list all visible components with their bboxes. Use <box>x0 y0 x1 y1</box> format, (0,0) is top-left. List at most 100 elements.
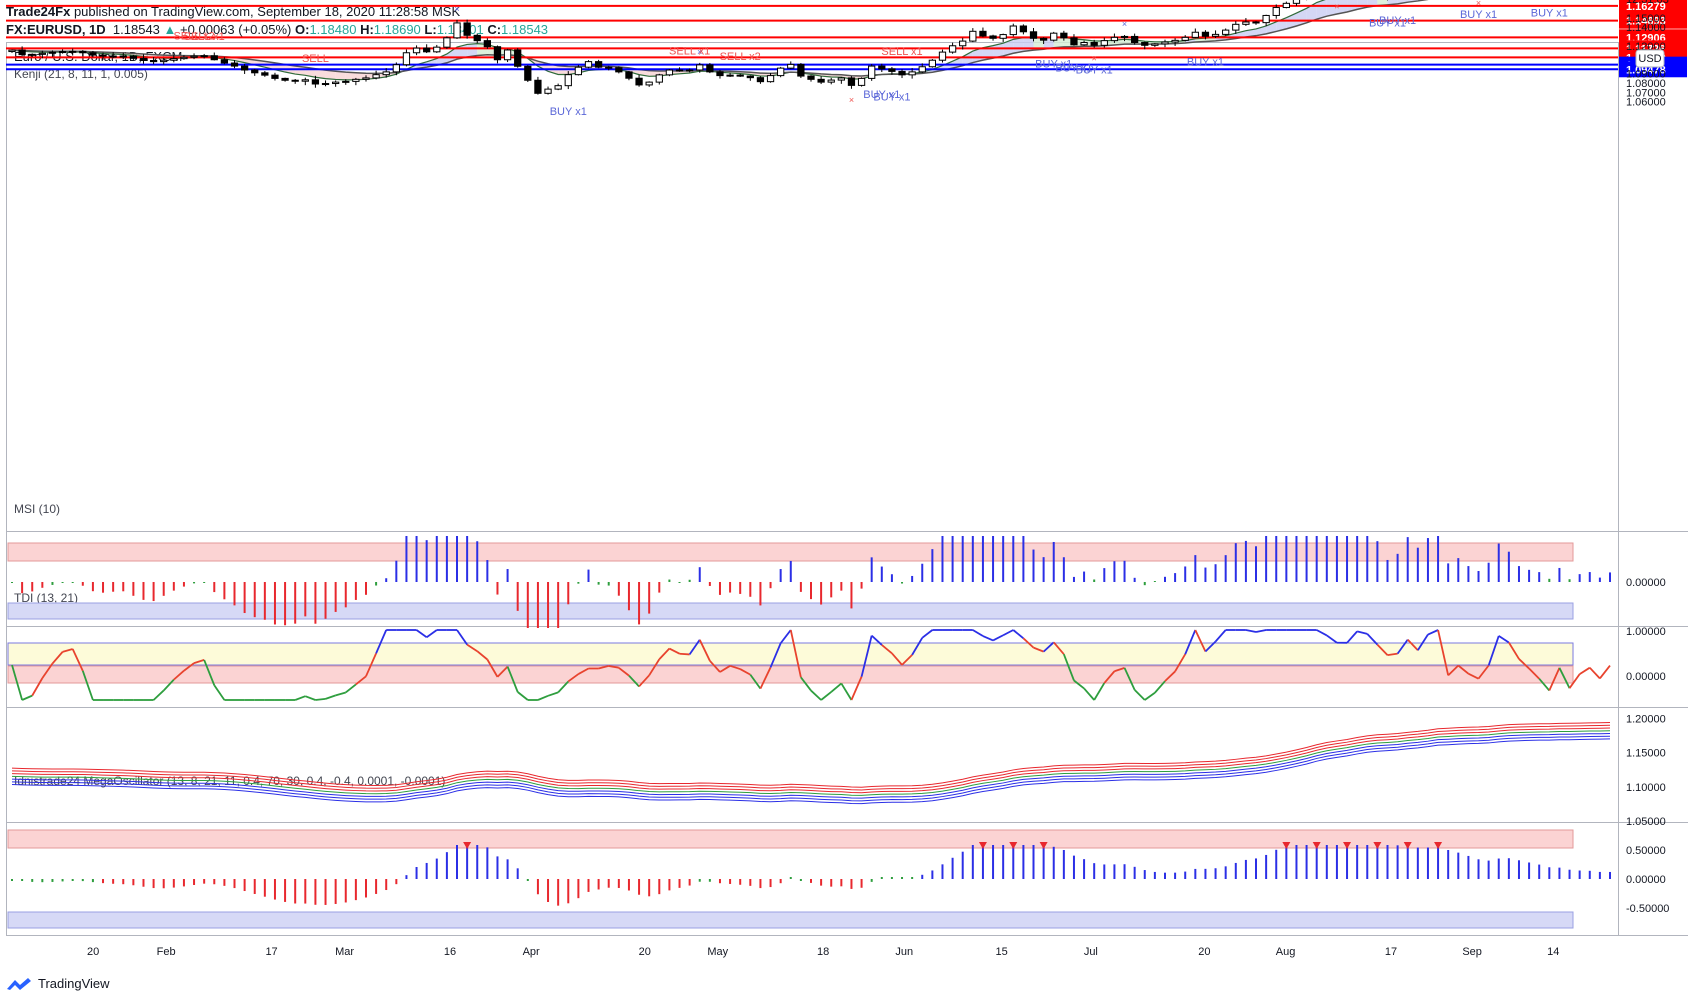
kenji-cloud-segment <box>517 52 528 59</box>
mega-sell-triangle-icon <box>1403 842 1412 849</box>
kenji-cloud-segment <box>1225 33 1236 40</box>
resistance-level-3-tag <box>1619 12 1687 29</box>
tdi-line-segment <box>345 683 357 694</box>
tdi-line-segment <box>1316 629 1328 637</box>
kenji-cloud-segment <box>902 73 913 75</box>
tdi-line-segment <box>1387 652 1398 657</box>
symbol: FX:EURUSD, 1D <box>6 22 106 37</box>
chart-frame <box>6 42 1619 936</box>
tdi-line-segment <box>698 639 711 662</box>
kenji-cloud-segment <box>1053 37 1064 48</box>
resistance-level-4-tag-text: 1.12906 <box>1626 32 1666 44</box>
time-tick-label: Mar <box>335 946 354 958</box>
kenji-cloud-segment <box>719 70 731 73</box>
tdi-line-segment <box>1568 673 1581 689</box>
candle-body <box>291 79 299 82</box>
kenji-cloud-segment <box>699 70 710 72</box>
tdi-line-segment <box>1144 692 1156 701</box>
kenji-cloud-segment <box>679 70 690 74</box>
candle-body <box>635 77 643 86</box>
sell-signal-label: SELL x2 <box>720 51 761 63</box>
tdi-line-segment <box>719 665 731 673</box>
kenji-cloud-segment <box>285 64 296 75</box>
kenji-cloud-segment <box>183 55 195 59</box>
close-label: C: <box>487 22 502 37</box>
candle-body <box>1131 35 1139 43</box>
kenji-cloud-segment <box>891 73 903 75</box>
kenji-cloud-segment <box>851 75 862 80</box>
tdi-line-segment <box>496 665 509 678</box>
candle-body <box>1292 0 1301 4</box>
tdi-line-segment <box>1579 666 1591 675</box>
tdi-line-segment <box>1073 679 1085 690</box>
tdi-line-segment <box>1012 629 1024 639</box>
kenji-cloud-segment <box>1286 13 1297 29</box>
candle-body <box>503 49 512 61</box>
tdi-line-segment <box>1154 680 1166 694</box>
kenji-cloud-segment <box>952 56 963 69</box>
kenji-cloud-segment <box>770 72 781 76</box>
kenji-cloud-segment <box>730 71 741 74</box>
tdi-line-segment <box>81 670 94 701</box>
kenji-cloud-segment <box>1033 37 1044 51</box>
tdi-line-segment <box>1447 664 1459 676</box>
candle-body <box>847 77 856 86</box>
candle-body <box>1222 29 1230 35</box>
tdi-line-segment <box>62 648 73 653</box>
tdi-line-segment <box>375 629 388 654</box>
kenji-cloud-segment <box>1266 21 1277 34</box>
time-tick-label: 16 <box>444 946 456 958</box>
candle-body <box>1262 14 1270 24</box>
kenji-cloud-segment <box>264 61 275 70</box>
msi-overbought-zone <box>7 542 1574 562</box>
price-tick-label: 1.15000 <box>1626 13 1666 25</box>
kenji-cloud-segment <box>467 43 478 57</box>
kenji-cloud-segment <box>1124 39 1135 45</box>
kenji-cloud-segment <box>527 57 538 67</box>
kenji-cloud-segment <box>912 72 923 75</box>
candle-body <box>392 64 400 73</box>
tdi-line-segment <box>911 637 924 656</box>
publish-info: Trade24Fx published on TradingView.com, … <box>6 4 460 19</box>
candle-body <box>868 65 876 79</box>
tdi-line-segment <box>213 684 226 701</box>
candle-body <box>645 81 653 86</box>
mega-sell-triangle-icon <box>463 842 472 849</box>
trough-marker: × <box>1476 0 1481 8</box>
kenji-cloud-segment <box>800 72 811 75</box>
time-tick-label: 14 <box>1547 946 1559 958</box>
tdi-line-segment <box>1063 653 1075 681</box>
tdi-line-segment <box>1538 678 1551 692</box>
peak-marker: × <box>1122 19 1127 29</box>
support-level-1-tag-text: 1.09478 <box>1626 64 1666 76</box>
tdi-line-segment <box>193 659 205 664</box>
candle-body <box>514 49 522 67</box>
kenji-cloud-segment <box>305 67 316 78</box>
price-tick-label: 1.12000 <box>1626 41 1666 53</box>
candle-body <box>1080 41 1088 46</box>
kenji-cloud-segment <box>214 56 225 59</box>
open-value: 1.18480 <box>309 22 357 37</box>
tdi-line-segment <box>21 694 33 701</box>
tdi-line-segment <box>506 666 519 693</box>
tdi-line-segment <box>598 665 609 670</box>
tdi-line-segment <box>1033 646 1044 653</box>
candle-body <box>524 65 532 81</box>
mega-sell-triangle-icon <box>1312 842 1321 849</box>
kenji-cloud-segment <box>274 62 286 73</box>
sell-signal-label: SELL x1 <box>881 46 922 58</box>
kenji-cloud-segment <box>588 66 599 71</box>
kenji-cloud-segment <box>740 71 751 75</box>
candle-body <box>574 66 583 76</box>
candle-body <box>756 77 765 83</box>
candle-body <box>918 66 926 73</box>
trough-marker: × <box>1334 2 1339 12</box>
tdi-line-segment <box>486 659 499 678</box>
tdi-line-segment <box>608 665 619 669</box>
tdi-line-segment <box>840 682 853 701</box>
kenji-cloud-segment <box>568 66 579 75</box>
time-tick-label: Aug <box>1276 946 1296 958</box>
candle-body <box>190 55 198 58</box>
trough-marker: × <box>849 95 854 105</box>
